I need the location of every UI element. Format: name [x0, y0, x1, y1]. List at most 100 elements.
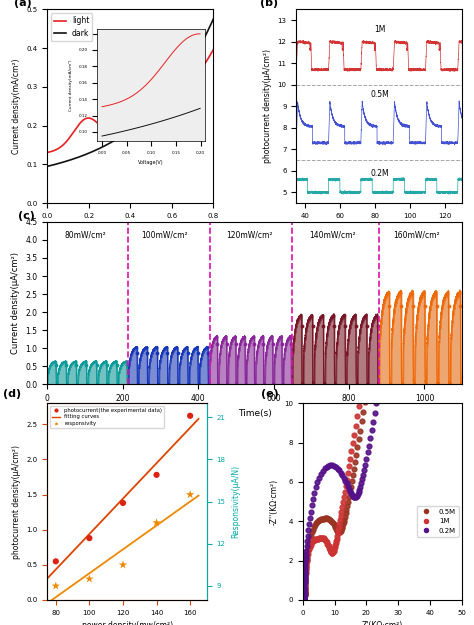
0.2M [387, 312, 394, 322]
0.2M [359, 470, 367, 480]
0.2M [369, 417, 377, 427]
1M [301, 573, 309, 583]
0.2M [345, 484, 353, 494]
1M [308, 538, 315, 548]
0.2M [378, 366, 385, 376]
1M [387, 204, 394, 214]
1M [300, 594, 308, 604]
0.5M [341, 512, 349, 522]
0.2M [300, 594, 308, 604]
0.5M [301, 595, 308, 605]
0.2M [363, 454, 370, 464]
1M [328, 548, 336, 558]
Text: 0.5M: 0.5M [371, 89, 390, 99]
1M [300, 594, 308, 604]
0.2M [374, 388, 382, 398]
0.5M [359, 407, 367, 417]
0.2M [428, 59, 436, 69]
1M [333, 534, 340, 544]
0.5M [361, 397, 369, 407]
1M [302, 558, 310, 568]
X-axis label: Time(s): Time(s) [364, 224, 395, 233]
Text: 80mW/cm²: 80mW/cm² [64, 231, 106, 240]
0.5M [302, 568, 310, 578]
0.5M [304, 545, 312, 555]
0.5M [310, 522, 318, 532]
1M [350, 430, 358, 440]
0.2M [354, 489, 362, 499]
0.5M [318, 514, 326, 524]
1M [302, 563, 310, 573]
0.5M [343, 501, 351, 511]
1M [318, 532, 326, 542]
1M [336, 515, 344, 525]
0.2M [300, 594, 308, 604]
1M [313, 534, 320, 544]
1M [328, 548, 336, 558]
0.5M [343, 505, 350, 515]
0.5M [301, 595, 308, 605]
1M [339, 497, 347, 507]
0.5M [301, 591, 308, 601]
0.2M [380, 354, 387, 364]
0.5M [301, 594, 308, 604]
1M [301, 580, 308, 590]
1M [394, 160, 402, 170]
0.5M [301, 590, 308, 600]
0.5M [367, 362, 374, 372]
0.5M [301, 594, 308, 604]
1M [300, 591, 308, 601]
0.2M [304, 525, 312, 535]
0.5M [345, 492, 353, 502]
Legend: light, dark: light, dark [51, 13, 92, 41]
0.2M [300, 594, 308, 604]
0.5M [301, 574, 309, 584]
1M [300, 593, 308, 603]
0.2M [301, 574, 309, 584]
Text: 160mW/cm²: 160mW/cm² [393, 231, 440, 240]
1M [341, 487, 349, 497]
0.2M [301, 586, 308, 596]
1M [309, 537, 316, 547]
0.2M [356, 482, 364, 492]
0.5M [301, 594, 308, 604]
X-axis label: Z'(KΩ·cm²): Z'(KΩ·cm²) [362, 621, 403, 625]
1M [300, 592, 308, 602]
0.2M [364, 448, 371, 458]
1M [361, 367, 368, 377]
0.5M [301, 592, 308, 602]
0.5M [401, 152, 409, 162]
0.5M [301, 578, 309, 588]
1M [301, 566, 309, 576]
0.5M [305, 538, 313, 548]
0.5M [301, 589, 308, 599]
1M [300, 595, 308, 605]
0.2M [300, 594, 308, 604]
0.2M [300, 590, 308, 600]
1M [372, 297, 380, 307]
0.2M [300, 594, 308, 604]
0.2M [389, 298, 397, 308]
0.2M [382, 341, 390, 351]
0.2M [305, 519, 313, 529]
Y-axis label: Responsivity(μA/N): Responsivity(μA/N) [231, 465, 240, 538]
0.5M [336, 527, 344, 537]
0.5M [301, 594, 308, 604]
0.2M [302, 546, 310, 556]
0.5M [319, 514, 327, 524]
1M [300, 593, 308, 603]
1M [322, 536, 330, 546]
0.5M [301, 591, 308, 601]
1M [374, 280, 382, 290]
0.2M [301, 572, 309, 582]
1M [383, 225, 391, 235]
0.2M [301, 585, 308, 595]
1M [300, 594, 308, 604]
0.5M [397, 176, 405, 186]
0.2M [300, 588, 308, 598]
0.2M [328, 461, 336, 471]
0.5M [301, 581, 309, 591]
Point [186, 489, 194, 499]
0.5M [301, 585, 309, 595]
X-axis label: Potential(V): Potential(V) [106, 224, 155, 233]
